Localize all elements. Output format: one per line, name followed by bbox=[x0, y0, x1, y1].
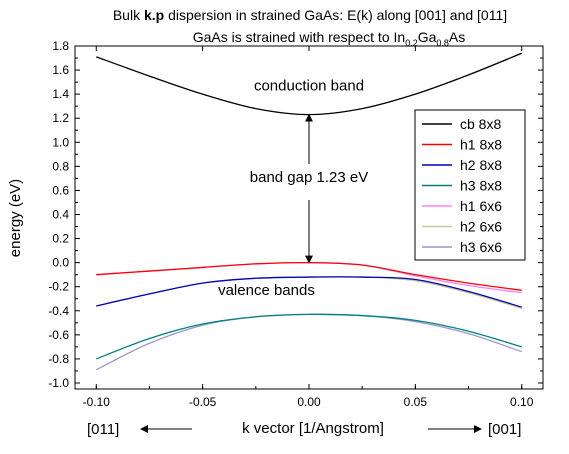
y-tick-label: -0.4 bbox=[48, 304, 69, 318]
legend-label: h1 6x6 bbox=[460, 198, 502, 214]
x-tick-label: 0.05 bbox=[404, 395, 428, 409]
series-line-h2-8x8 bbox=[96, 276, 522, 308]
y-axis: -1.0 -0.8 -0.6 -0.4 -0.2 0.0 0.2 0.4 0.6 0.8 1.0 1.… bbox=[48, 39, 543, 390]
legend-label: h3 6x6 bbox=[460, 239, 502, 255]
y-tick-label: 1.4 bbox=[52, 87, 69, 101]
series-line-h3-6x6 bbox=[95, 313, 522, 371]
y-tick-label: 1.0 bbox=[52, 135, 69, 149]
legend-label: h2 6x6 bbox=[460, 219, 502, 235]
legend-label: h3 8x8 bbox=[460, 178, 502, 194]
y-tick-label: 0.2 bbox=[52, 232, 69, 246]
valence-bands-label: valence bands bbox=[218, 282, 315, 299]
y-tick-label: 0.6 bbox=[52, 183, 69, 197]
x-tick-label: -0.10 bbox=[83, 395, 111, 409]
x-axis: -0.10 -0.05 0.00 0.05 0.10 bbox=[83, 46, 534, 409]
y-tick-label: 1.6 bbox=[52, 63, 69, 77]
y-tick-label: 0.8 bbox=[52, 159, 69, 173]
y-tick-label: -1.0 bbox=[48, 376, 69, 390]
legend: cb 8x8 h1 8x8 h2 8x8 h3 8x8 h1 6x6 h2 6x6 h3 6… bbox=[414, 109, 526, 261]
y-tick-label: -0.6 bbox=[48, 328, 69, 342]
y-axis-label: energy (eV) bbox=[7, 179, 24, 257]
direction-label-left: [011] bbox=[87, 421, 119, 438]
band-gap-label: band gap 1.23 eV bbox=[250, 169, 368, 186]
y-tick-label: 1.8 bbox=[52, 39, 69, 53]
direction-label-right: [001] bbox=[488, 421, 521, 438]
y-tick-label: -0.8 bbox=[48, 352, 69, 366]
series-line-h3-8x8 bbox=[96, 313, 522, 360]
chart-subtitle: GaAs is strained with respect to In0.2Ga… bbox=[193, 29, 466, 48]
y-tick-label: -0.2 bbox=[48, 280, 69, 294]
y-tick-label: 0.4 bbox=[52, 207, 69, 221]
y-tick-label: 0.0 bbox=[52, 256, 69, 270]
conduction-band-label: conduction band bbox=[254, 78, 364, 95]
x-axis-label: k vector [1/Angstrom] bbox=[242, 420, 384, 437]
y-tick-label: 1.2 bbox=[52, 111, 69, 125]
x-tick-label: 0.10 bbox=[510, 395, 534, 409]
legend-label: h2 8x8 bbox=[460, 157, 502, 173]
x-tick-label: -0.05 bbox=[189, 395, 217, 409]
legend-label: cb 8x8 bbox=[460, 116, 501, 132]
chart-title: Bulk k.p dispersion in strained GaAs: E(… bbox=[113, 7, 507, 23]
x-tick-label: 0.00 bbox=[297, 395, 321, 409]
legend-label: h1 8x8 bbox=[460, 137, 502, 153]
